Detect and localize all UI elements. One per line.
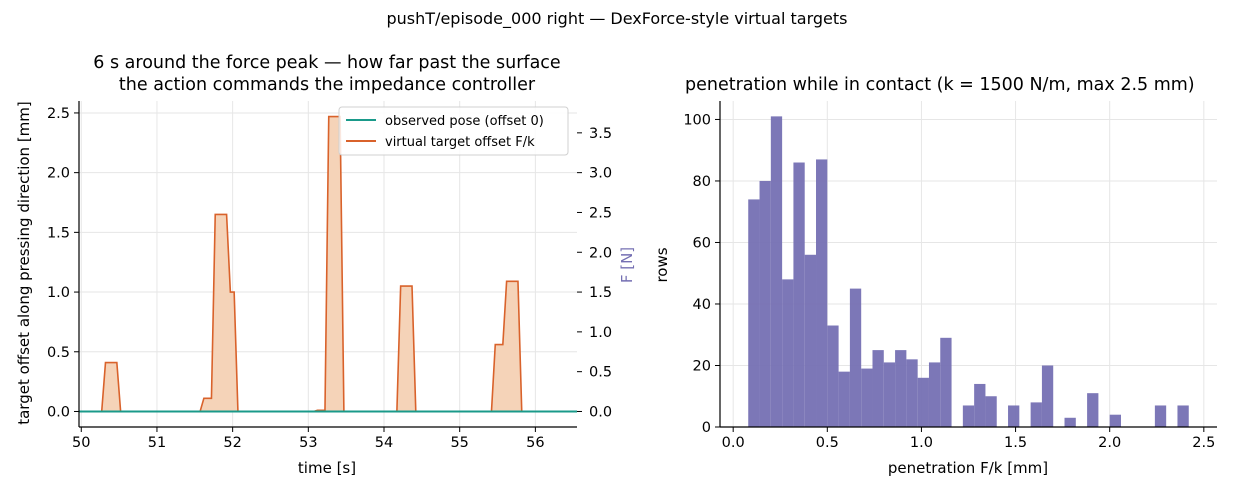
virtual-offset-fill <box>79 116 577 412</box>
right-x-tick-label: 0.0 <box>722 435 745 451</box>
histogram-bar <box>748 199 760 427</box>
right-x-tick-label: 1.0 <box>910 435 933 451</box>
right-x-tick-label: 0.5 <box>816 435 839 451</box>
left-y2-tick-label: 3.0 <box>589 166 612 182</box>
histogram-bar <box>838 371 850 427</box>
histogram-bar <box>1041 365 1054 427</box>
right-y-ticks: 0 20 40 60 80 100 <box>683 112 720 436</box>
histogram-bar <box>962 405 975 427</box>
left-y-tick-label: 2.5 <box>47 106 70 122</box>
histogram-bar <box>1064 417 1076 427</box>
left-y2-ticks: 0.0 0.5 1.0 1.5 2.0 2.5 3.0 3.5 <box>577 126 612 420</box>
right-y-tick-label: 60 <box>693 235 711 251</box>
left-x-ticks: 50 51 52 53 54 55 56 <box>72 427 545 451</box>
left-y-tick-label: 0.0 <box>47 404 70 420</box>
histogram-bar <box>827 325 839 427</box>
right-x-axis-label: penetration F/k [mm] <box>888 459 1048 477</box>
left-y-tick-label: 0.5 <box>47 345 70 361</box>
histogram-bar <box>895 350 907 427</box>
histogram-bar <box>1177 405 1189 427</box>
legend-label-virtual: virtual target offset F/k <box>385 135 535 150</box>
histogram-bar <box>985 396 997 427</box>
histogram-bar <box>1154 405 1167 427</box>
left-y2-tick-label: 2.0 <box>589 245 612 261</box>
left-y2-tick-label: 1.5 <box>589 285 612 301</box>
right-y-axis-label: rows <box>653 247 671 282</box>
left-y2-tick-label: 0.0 <box>589 404 612 420</box>
right-x-tick-label: 2.5 <box>1192 435 1215 451</box>
left-y2-tick-label: 0.5 <box>589 365 612 381</box>
virtual-offset-area <box>79 116 577 412</box>
right-x-tick-label: 1.5 <box>1004 435 1027 451</box>
right-chart: penetration while in contact (k = 1500 N… <box>653 75 1217 477</box>
left-y-tick-label: 2.0 <box>47 166 70 182</box>
histogram-bar <box>861 368 873 427</box>
histogram-bar <box>782 279 794 427</box>
histogram-bar <box>883 362 896 427</box>
left-x-tick-label: 53 <box>299 435 317 451</box>
right-y-tick-label: 80 <box>693 174 711 190</box>
histogram-bar <box>1030 402 1042 427</box>
left-y2-tick-label: 3.5 <box>589 126 612 142</box>
left-x-tick-label: 55 <box>450 435 468 451</box>
left-chart: 6 s around the force peak — how far past… <box>15 53 636 477</box>
right-y-tick-label: 0 <box>702 420 711 436</box>
histogram-bar <box>770 116 783 428</box>
right-axes <box>719 101 1217 428</box>
right-y-tick-label: 40 <box>693 297 711 313</box>
right-y-tick-label: 20 <box>693 358 711 374</box>
histogram-bar <box>759 180 771 427</box>
left-axes <box>78 101 577 428</box>
left-x-tick-label: 52 <box>223 435 241 451</box>
left-title-line1: 6 s around the force peak — how far past… <box>93 53 560 73</box>
right-y-tick-label: 100 <box>683 112 711 128</box>
left-y2-axis-label: F [N] <box>618 247 636 283</box>
histogram-bar <box>906 359 918 427</box>
left-x-tick-label: 54 <box>375 435 393 451</box>
histogram-bar <box>1109 414 1121 427</box>
left-y-ticks: 0.0 0.5 1.0 1.5 2.0 2.5 <box>47 106 79 420</box>
figure-title: pushT/episode_000 right — DexForce-style… <box>387 9 848 29</box>
histogram-bar <box>928 362 941 427</box>
histogram-bar <box>917 377 929 427</box>
left-x-tick-label: 50 <box>72 435 90 451</box>
left-y-axis-label: target offset along pressing direction [… <box>15 101 33 425</box>
histogram-bar <box>1008 405 1020 427</box>
histogram-bar <box>940 337 952 427</box>
histogram-bar <box>872 350 884 427</box>
histogram-bar <box>974 383 986 427</box>
histogram-bars <box>748 116 1189 428</box>
left-y2-tick-label: 2.5 <box>589 205 612 221</box>
histogram-bar <box>793 162 805 427</box>
legend: observed pose (offset 0) virtual target … <box>338 106 569 156</box>
right-title: penetration while in contact (k = 1500 N… <box>685 75 1195 95</box>
left-y-tick-label: 1.5 <box>47 225 70 241</box>
left-x-axis-label: time [s] <box>298 459 356 477</box>
right-x-tick-label: 2.0 <box>1098 435 1121 451</box>
right-x-ticks: 0.0 0.5 1.0 1.5 2.0 2.5 <box>722 427 1215 451</box>
left-x-tick-label: 51 <box>148 435 166 451</box>
left-title-line2: the action commands the impedance contro… <box>119 75 536 95</box>
histogram-bar <box>1087 393 1099 427</box>
legend-box <box>338 106 569 156</box>
histogram-bar <box>816 159 828 427</box>
left-series-lines <box>79 115 577 413</box>
left-y-tick-label: 1.0 <box>47 285 70 301</box>
histogram-bar <box>804 254 817 427</box>
left-y2-tick-label: 1.0 <box>589 325 612 341</box>
left-x-tick-label: 56 <box>526 435 544 451</box>
legend-label-observed: observed pose (offset 0) <box>385 114 544 129</box>
virtual-target-offset-line <box>79 115 577 413</box>
histogram-bar <box>849 288 862 427</box>
